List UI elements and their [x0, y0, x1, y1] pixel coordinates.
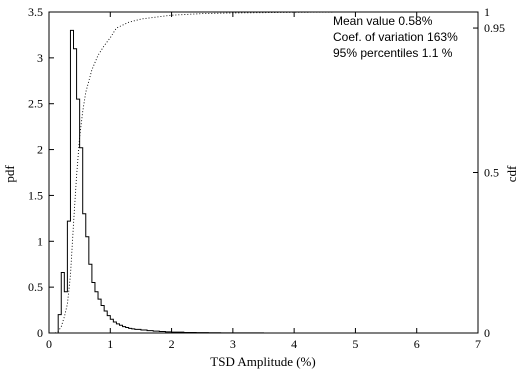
x-tick-label: 0: [46, 337, 52, 351]
x-tick-label: 2: [169, 337, 175, 351]
plot-frame: [48, 11, 479, 334]
y-left-tick-label: 3.5: [28, 5, 43, 19]
y-right-axis-ticks: 0 0.5 0.95 1: [473, 5, 505, 340]
x-tick-label: 4: [291, 337, 297, 351]
x-axis-ticks: 0 1 2 3 4 5 6 7: [46, 12, 481, 351]
x-tick-label: 7: [475, 337, 481, 351]
x-tick-label: 3: [230, 337, 236, 351]
y-right-axis-title: cdf: [504, 165, 519, 182]
x-tick-label: 6: [414, 337, 420, 351]
annotation-percentiles: 95% percentiles 1.1 %: [333, 46, 453, 60]
y-right-tick-label: 0.5: [484, 166, 499, 180]
cdf-line: [54, 11, 478, 334]
annotation-coef-variation: Coef. of variation 163%: [333, 30, 458, 44]
x-tick-label: 5: [352, 337, 358, 351]
cdf-series: [54, 11, 478, 334]
y-left-tick-label: 1.5: [28, 188, 43, 202]
y-left-tick-label: 2: [37, 143, 43, 157]
pdf-histogram-series: [55, 29, 298, 334]
x-tick-label: 1: [107, 337, 113, 351]
y-right-tick-label: 1: [484, 5, 490, 19]
y-right-tick-label: 0: [484, 326, 490, 340]
y-left-tick-label: 2.5: [28, 97, 43, 111]
pdf-histogram-line: [55, 29, 298, 334]
y-left-tick-label: 1: [37, 234, 43, 248]
y-right-tick-label: 0.95: [484, 21, 505, 35]
annotation-mean: Mean value 0.58%: [333, 14, 433, 28]
y-left-tick-label: 0.5: [28, 280, 43, 294]
y-left-tick-label: 0: [37, 326, 43, 340]
y-left-axis-ticks: 0 0.5 1 1.5 2 2.5 3 3.5: [28, 5, 54, 340]
x-axis-title: TSD Amplitude (%): [210, 354, 315, 369]
y-left-tick-label: 3: [37, 51, 43, 65]
y-left-axis-title: pdf: [2, 165, 17, 183]
